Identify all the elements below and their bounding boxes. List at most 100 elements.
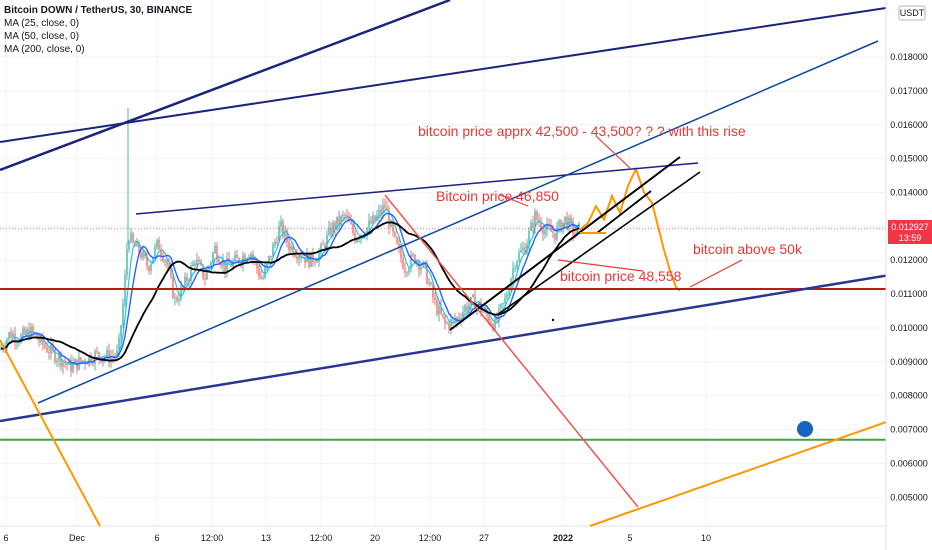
candle-body <box>88 355 90 365</box>
candle-body <box>98 351 100 358</box>
candle-body <box>266 262 268 268</box>
candle-body <box>446 322 448 324</box>
candle-body <box>60 354 62 367</box>
candle-body <box>436 300 438 315</box>
time-tick-label: 12:00 <box>310 533 333 543</box>
candle-body <box>274 241 276 245</box>
candle-body <box>344 214 346 216</box>
time-tick-label: Dec <box>69 533 86 543</box>
candle-body <box>162 255 164 262</box>
symbol-title[interactable]: Bitcoin DOWN / TetherUS, 30, BINANCE <box>4 5 193 16</box>
time-tick-label: 6 <box>154 533 159 543</box>
wedge-upper-line <box>449 156 681 331</box>
candle-body <box>52 344 54 350</box>
candle-body <box>230 263 232 267</box>
candle-body <box>374 215 376 220</box>
dot-marker <box>551 318 555 322</box>
candle-body <box>468 305 470 312</box>
candle-body <box>146 256 148 267</box>
candle-body <box>516 261 518 268</box>
candle-body <box>328 227 330 235</box>
candle-body <box>514 267 516 269</box>
candle-body <box>354 232 356 242</box>
candle-body <box>474 294 476 309</box>
candle-body <box>272 244 274 258</box>
candle-body <box>390 221 392 228</box>
candle-body <box>108 350 110 363</box>
candle-body <box>214 245 216 254</box>
candle-body <box>412 254 414 256</box>
candle-body <box>164 260 166 262</box>
candle-body <box>250 253 252 257</box>
time-tick-label: 12:00 <box>419 533 442 543</box>
candle-body <box>576 226 578 235</box>
candle-body <box>572 221 574 235</box>
candle-body <box>336 216 338 230</box>
candle-body <box>566 216 568 230</box>
candle-body <box>280 221 282 227</box>
candle-body <box>130 232 132 243</box>
candle-body <box>204 277 206 280</box>
candle-body <box>262 277 264 279</box>
arrow-50k <box>689 259 743 288</box>
candle-body <box>398 243 400 248</box>
candle-body <box>316 261 318 263</box>
lower-channel-line <box>37 40 879 404</box>
price-tick-label: 0.014000 <box>890 187 928 197</box>
candle-body <box>6 339 8 348</box>
candle-body <box>454 318 456 322</box>
candle-body <box>30 326 32 339</box>
time-axis[interactable]: 6 Dec 6 12:00 13 12:00 20 12:00 27 2022 5 10 <box>3 533 711 543</box>
candle-body <box>168 264 170 268</box>
candle-body <box>166 260 168 265</box>
annotation-layer: bitcoin price apprx 42,500 - 43,500? ? ?… <box>418 123 803 284</box>
indicator-ma25[interactable]: MA (25, close, 0) <box>4 18 80 29</box>
upper-navy-trendline <box>0 0 451 172</box>
candle-body <box>184 276 186 287</box>
price-tick-label: 0.017000 <box>890 86 928 96</box>
candle-body <box>106 350 108 358</box>
candle-body <box>110 356 112 363</box>
candle-body <box>260 276 262 279</box>
trendline-drawings[interactable] <box>0 0 932 527</box>
candle-body <box>96 351 98 353</box>
candle-body <box>286 230 288 242</box>
candle-body <box>118 337 120 351</box>
price-tick-label: 0.007000 <box>890 425 928 435</box>
candle-body <box>478 302 480 305</box>
candle-body <box>456 317 458 322</box>
candle-body <box>150 263 152 271</box>
candle-body <box>284 230 286 237</box>
candle-body <box>378 209 380 215</box>
candle-body <box>56 360 58 362</box>
candle-body <box>122 303 124 326</box>
price-tick-label: 0.006000 <box>890 458 928 468</box>
candlestick-series <box>0 107 580 377</box>
candle-body <box>426 263 428 284</box>
candle-body <box>530 222 532 231</box>
indicator-ma50[interactable]: MA (50, close, 0) <box>4 31 80 42</box>
candle-body <box>314 262 316 264</box>
candle-body <box>376 214 378 220</box>
candle-body <box>32 326 34 333</box>
arrow-48558 <box>557 259 644 272</box>
candle-body <box>18 342 20 344</box>
candle-body <box>402 257 404 269</box>
candle-body <box>462 311 464 320</box>
indicator-ma200[interactable]: MA (200, close, 0) <box>4 44 85 55</box>
candle-body <box>148 266 150 271</box>
candle-body <box>452 318 454 320</box>
candle-body <box>464 305 466 312</box>
current-price-tag: 0.012927 13:59 <box>888 220 932 244</box>
candle-body <box>488 315 490 323</box>
candle-body <box>120 325 122 338</box>
candle-body <box>544 230 546 235</box>
candle-body <box>72 362 74 372</box>
candle-body <box>26 329 28 335</box>
candle-body <box>54 349 56 362</box>
candle-body <box>458 317 460 319</box>
candle-body <box>64 361 66 364</box>
currency-badge[interactable]: USDT <box>898 5 926 21</box>
candle-body <box>128 242 130 250</box>
